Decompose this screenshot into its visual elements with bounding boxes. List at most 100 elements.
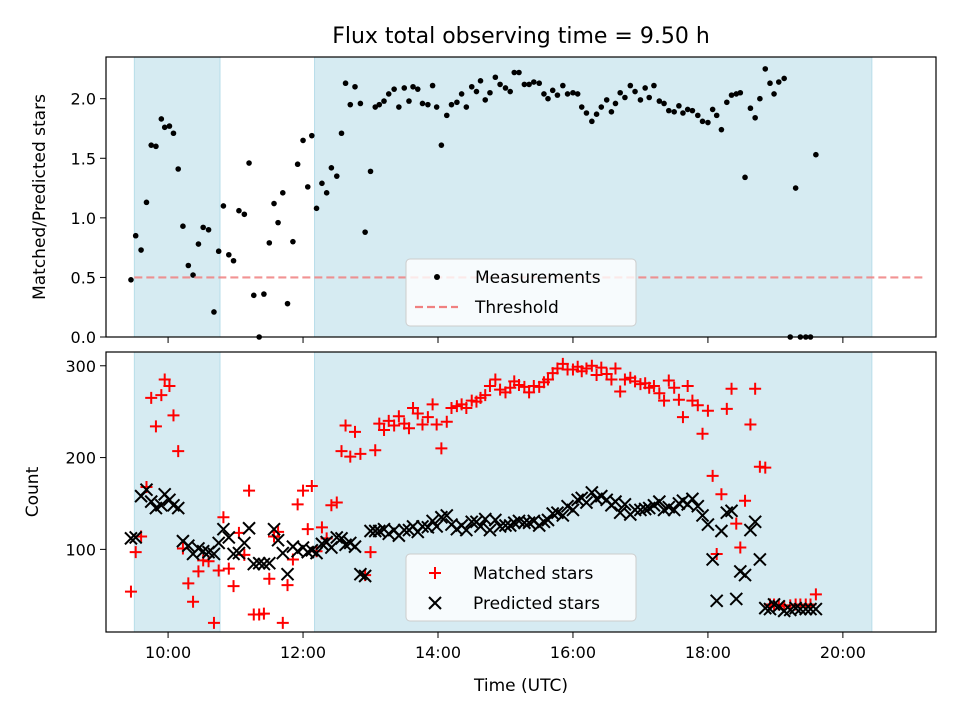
matched-star-point — [749, 382, 762, 395]
measurement-point — [642, 85, 648, 91]
matched-star-point — [217, 511, 230, 524]
measurement-point — [622, 94, 628, 101]
measurement-point — [593, 111, 600, 117]
matched-star-point — [281, 579, 294, 592]
measurement-point — [511, 69, 518, 76]
measurement-point — [762, 66, 769, 72]
measurement-point — [574, 91, 581, 97]
measurement-point — [526, 81, 532, 88]
predicted-star-point — [488, 513, 503, 527]
matched-star-point — [541, 373, 554, 386]
matched-star-point — [388, 419, 401, 432]
matched-star-point — [411, 407, 424, 420]
measurement-point — [290, 238, 296, 245]
matched-star-point — [653, 387, 666, 400]
predicted-star-point — [691, 499, 705, 513]
matched-star-point — [585, 359, 598, 372]
predicted-star-point — [729, 592, 743, 606]
matched-star-point — [483, 379, 496, 392]
matched-star-point — [629, 375, 642, 388]
matched-star-point — [739, 494, 752, 507]
legend-matched-marker — [429, 567, 441, 579]
bottom-legend-box — [405, 553, 637, 622]
matched-star-point — [330, 496, 343, 509]
measurement-point — [737, 89, 744, 96]
measurement-point — [612, 100, 619, 107]
measurement-point — [603, 97, 610, 103]
measurement-point — [482, 97, 489, 103]
measurement-point — [545, 95, 551, 102]
measurement-point — [279, 190, 286, 196]
predicted-star-point — [498, 518, 513, 533]
predicted-star-point — [570, 493, 585, 507]
measurement-point — [284, 300, 291, 307]
y-tick-label: 100 — [65, 540, 96, 559]
matched-star-point — [662, 374, 675, 387]
predicted-star-point — [522, 516, 536, 530]
matched-star-point — [696, 427, 709, 440]
matched-star-point — [402, 422, 415, 435]
measurement-point — [549, 87, 556, 94]
shaded-interval-1 — [133, 56, 221, 338]
measurement-point — [220, 203, 227, 209]
measurement-point — [271, 200, 277, 207]
matched-star-point — [276, 616, 289, 629]
measurement-point — [689, 107, 696, 114]
predicted-star-point — [579, 495, 594, 510]
measurement-point — [661, 100, 667, 107]
measurement-point — [410, 83, 416, 90]
predicted-star-point — [585, 485, 599, 500]
y-tick-label: 0.5 — [71, 268, 96, 287]
measurement-point — [578, 104, 585, 110]
measurement-point — [492, 74, 499, 81]
predicted-star-point — [799, 602, 813, 616]
matched-star-point — [364, 546, 377, 559]
measurement-point — [516, 69, 522, 76]
matched-star-point — [369, 444, 382, 457]
measurement-point — [752, 114, 758, 121]
top-panel: 0.00.51.01.52.0 Matched/Predicted stars … — [30, 56, 937, 347]
predicted-star-point — [738, 568, 752, 582]
matched-star-point — [445, 402, 458, 414]
matched-star-point — [710, 547, 723, 560]
matched-star-point — [315, 521, 328, 534]
measurement-point — [813, 151, 819, 158]
measurement-point — [771, 91, 777, 97]
measurement-point — [502, 85, 509, 91]
measurement-point — [742, 174, 748, 181]
measurement-point — [473, 88, 480, 95]
measurement-point — [781, 75, 787, 82]
matched-star-point — [580, 362, 593, 375]
matched-star-point — [595, 361, 608, 374]
matched-star-point — [158, 373, 171, 386]
measurement-point — [132, 232, 139, 239]
measurement-point — [401, 85, 408, 91]
predicted-star-point — [124, 531, 138, 546]
measurement-point — [319, 180, 325, 187]
measurement-point — [215, 248, 222, 255]
matched-star-point — [658, 394, 671, 407]
measurement-point — [598, 104, 605, 110]
matched-star-point — [207, 616, 220, 629]
predicted-star-point — [720, 505, 734, 520]
predicted-star-point — [608, 494, 623, 509]
measurement-point — [352, 83, 358, 90]
predicted-star-point — [714, 524, 729, 538]
measurement-point — [560, 82, 566, 89]
measurement-point — [536, 80, 543, 87]
predicted-star-point — [128, 530, 143, 545]
predicted-star-point — [216, 522, 231, 536]
matched-star-point — [744, 418, 757, 431]
matched-star-point — [435, 442, 448, 455]
predicted-star-point — [330, 530, 344, 545]
measurement-point — [161, 124, 168, 131]
measurement-point — [246, 160, 252, 166]
measurement-point — [709, 106, 716, 113]
bottom-y-ticks: 100 200 300 — [65, 357, 106, 559]
measurement-point — [226, 251, 232, 258]
predicted-star-point — [483, 523, 497, 537]
measurement-point — [357, 100, 364, 107]
predicted-star-point — [267, 522, 281, 536]
measurement-point — [367, 168, 374, 175]
